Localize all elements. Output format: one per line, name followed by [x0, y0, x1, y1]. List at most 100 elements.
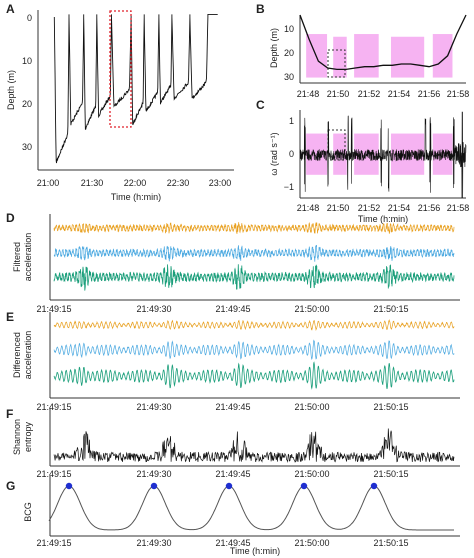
panel-c-xtick-5: 21:56 — [418, 203, 441, 213]
panel-a-ytick-30: 30 — [22, 142, 32, 152]
panel-d-xtick-3: 21:49:45 — [215, 304, 250, 314]
panel-g-peak-2 — [150, 482, 158, 490]
ticks-g: 21:49:15 21:49:30 21:49:45 21:50:00 21:5… — [36, 538, 408, 548]
panel-g-xtick-5: 21:50:15 — [373, 538, 408, 548]
panel-c-xtick-2: 21:50 — [327, 203, 350, 213]
panel-e-xtick-1: 21:49:15 — [36, 402, 71, 412]
panel-g-peak-4 — [300, 482, 308, 490]
panel-e-series-y — [53, 339, 455, 360]
panel-c-ylabel: ω (rad s⁻¹) — [269, 132, 279, 175]
panel-g-peaks — [65, 482, 378, 490]
panel-b-depth-trace — [299, 14, 467, 71]
panel-e-xtick-2: 21:49:30 — [136, 402, 171, 412]
panel-e-series-x — [53, 318, 455, 331]
panel-b-ytick-30: 30 — [284, 72, 294, 82]
panel-g-xtick-2: 21:49:30 — [136, 538, 171, 548]
panel-a-highlight-box — [109, 10, 132, 128]
panel-b-xtick-2: 21:50 — [327, 89, 350, 99]
panel-c-dashed-box — [327, 129, 346, 161]
panel-d-series-z — [53, 264, 455, 291]
panel-c-ytick-m1: −1 — [284, 182, 294, 192]
panel-f-xtick-4: 21:50:00 — [294, 469, 329, 479]
panel-f: Shannon entropy — [12, 408, 460, 467]
panel-g-xtick-4: 21:50:00 — [294, 538, 329, 548]
panel-c-xtick-1: 21:48 — [297, 203, 320, 213]
panel-a-xtick-1: 21:00 — [37, 178, 60, 188]
panel-a-xtick-5: 23:00 — [209, 178, 232, 188]
panel-d-xtick-1: 21:49:15 — [36, 304, 71, 314]
panel-c-xlabel: Time (h:min) — [358, 214, 408, 224]
panel-b-xtick-3: 21:52 — [358, 89, 381, 99]
panel-a: 0 10 20 30 21:00 21:30 22:00 22:30 23:00… — [6, 10, 234, 202]
panel-f-xtick-1: 21:49:15 — [36, 469, 71, 479]
panel-letter-f: F — [6, 407, 13, 421]
panel-d-ylabel-line1: Filtered — [12, 242, 22, 272]
panel-d-xtick-5: 21:50:15 — [373, 304, 408, 314]
panel-b: 10 20 30 21:48 21:50 21:52 21:54 21:56 2… — [269, 14, 470, 99]
panel-g-peak-1 — [65, 482, 73, 490]
panel-e-ylabel-line2: acceleration — [23, 331, 33, 380]
panel-b-highlight-segments — [306, 34, 453, 78]
panel-b-ytick-20: 20 — [284, 48, 294, 58]
panel-d-series-y — [53, 244, 455, 262]
panel-e-series-z — [53, 361, 455, 390]
panel-c-angular-velocity-trace — [299, 111, 467, 198]
panel-c-ytick-0: 0 — [289, 149, 294, 159]
panel-c: 1 0 −1 21:48 21:50 21:52 21:54 21:56 21:… — [269, 110, 469, 224]
panel-b-xtick-5: 21:56 — [418, 89, 441, 99]
panel-d: Filtered acceleration — [12, 214, 460, 301]
panel-b-xtick-6: 21:58 — [447, 89, 470, 99]
panel-a-ytick-20: 20 — [22, 99, 32, 109]
panel-g-bcg-trace — [48, 485, 454, 531]
panel-b-xtick-1: 21:48 — [297, 89, 320, 99]
panel-letter-g: G — [6, 479, 15, 493]
panel-b-dashed-box — [327, 49, 346, 78]
panel-b-highlight-2 — [333, 36, 347, 78]
panel-a-ytick-0: 0 — [27, 13, 32, 23]
panel-letter-e: E — [6, 310, 14, 324]
panel-f-xtick-5: 21:50:15 — [373, 469, 408, 479]
panel-letter-a: A — [6, 2, 15, 16]
panel-b-highlight-4 — [390, 36, 425, 78]
panel-a-xlabel: Time (h:min) — [111, 192, 161, 202]
panel-a-depth-trace — [53, 13, 218, 164]
panel-a-xtick-4: 22:30 — [167, 178, 190, 188]
panel-d-xtick-4: 21:50:00 — [294, 304, 329, 314]
panel-a-ytick-10: 10 — [22, 56, 32, 66]
panel-a-ylabel: Depth (m) — [6, 70, 16, 110]
ticks-f: 21:49:15 21:49:30 21:49:45 21:50:00 21:5… — [36, 469, 408, 479]
panel-a-xtick-3: 22:00 — [124, 178, 147, 188]
panel-e: Differenced acceleration — [12, 312, 460, 399]
panel-e-xtick-4: 21:50:00 — [294, 402, 329, 412]
panel-f-xtick-2: 21:49:30 — [136, 469, 171, 479]
panel-e-xtick-3: 21:49:45 — [215, 402, 250, 412]
panel-c-ytick-1: 1 — [289, 116, 294, 126]
panel-b-xtick-4: 21:54 — [388, 89, 411, 99]
ticks-d: 21:49:15 21:49:30 21:49:45 21:50:00 21:5… — [36, 304, 408, 314]
panel-c-xtick-4: 21:54 — [388, 203, 411, 213]
panel-letter-b: B — [256, 2, 265, 16]
panel-g-peak-5 — [370, 482, 378, 490]
panel-letter-c: C — [256, 98, 265, 112]
panel-b-ylabel: Depth (m) — [269, 28, 279, 68]
panel-b-ytick-10: 10 — [284, 24, 294, 34]
panel-g-ylabel: BCG — [23, 502, 33, 522]
panel-e-xtick-5: 21:50:15 — [373, 402, 408, 412]
panel-f-entropy-trace — [53, 428, 455, 463]
panel-letter-d: D — [6, 211, 15, 225]
panel-f-xtick-3: 21:49:45 — [215, 469, 250, 479]
panel-g-xtick-1: 21:49:15 — [36, 538, 71, 548]
panel-d-xtick-2: 21:49:30 — [136, 304, 171, 314]
panel-d-ylabel-line2: acceleration — [23, 233, 33, 282]
panel-c-xtick-6: 21:58 — [447, 203, 470, 213]
panel-g-peak-3 — [225, 482, 233, 490]
panel-b-highlight-3 — [354, 34, 379, 78]
panel-e-ylabel-line1: Differenced — [12, 332, 22, 378]
panel-c-xtick-3: 21:52 — [358, 203, 381, 213]
panel-g: BCG Time (h:min) — [23, 476, 460, 556]
panel-g-xlabel: Time (h:min) — [230, 546, 280, 556]
panel-f-ylabel-line2: entropy — [23, 421, 33, 452]
panel-a-xtick-2: 21:30 — [81, 178, 104, 188]
panel-b-highlight-5 — [432, 34, 453, 78]
